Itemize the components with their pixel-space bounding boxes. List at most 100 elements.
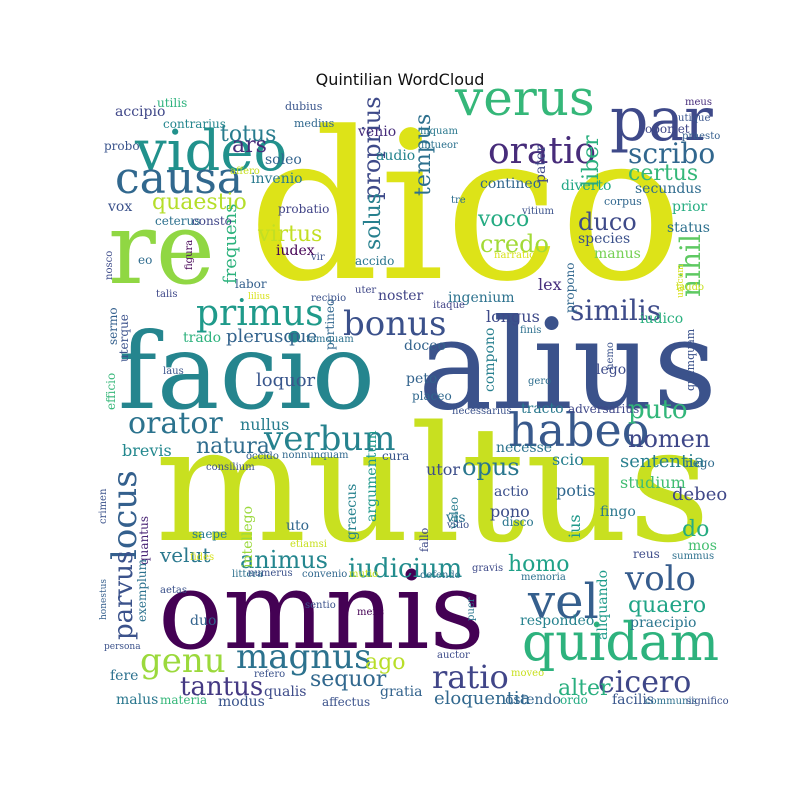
word-efficio: efficio	[104, 373, 118, 410]
word-probo: probo	[104, 139, 140, 153]
word-nonnunquam: nonnunquam	[282, 450, 349, 461]
word-ingenium: ingenium	[448, 290, 515, 306]
word-finis: finis	[520, 325, 541, 336]
word-longus: longus	[486, 307, 540, 326]
word-loquor: loquor	[256, 370, 316, 391]
word-nihil: nihil	[674, 234, 707, 297]
word-fere: fere	[110, 668, 138, 684]
word-gratia: gratia	[380, 684, 422, 700]
word-praecipio: praecipio	[630, 615, 696, 631]
word-disco: disco	[502, 515, 534, 529]
word-nego: nego	[685, 456, 715, 470]
word-nomen: nomen	[628, 425, 710, 453]
word-placeo: placeo	[412, 389, 452, 403]
word-oportet: oportet	[645, 122, 690, 136]
word-secundus: secundus	[635, 181, 702, 197]
word-probatio: probatio	[278, 202, 329, 216]
word-homo: homo	[508, 552, 570, 577]
word-gero: gero	[528, 376, 551, 387]
word-brevis: brevis	[122, 441, 172, 460]
word-facio: facio	[118, 311, 375, 433]
word-nemo: nemo	[605, 342, 616, 370]
word-trado: trado	[183, 330, 221, 346]
word-fallo: fallo	[418, 527, 431, 552]
word-materia: materia	[160, 693, 207, 707]
word-vir: vir	[310, 252, 325, 263]
word-credo: credo	[480, 230, 549, 258]
word-frequens: frequens	[220, 203, 241, 284]
word-audio: audio	[376, 148, 415, 164]
word-habeo: habeo	[508, 403, 649, 457]
word-lex: lex	[538, 275, 562, 294]
word-gravis: gravis	[472, 563, 503, 574]
word-convenio: convenio	[302, 569, 347, 580]
word-parvus: parvus	[109, 551, 139, 640]
word-defendo: defendo	[420, 570, 461, 581]
word-talis: talis	[156, 289, 178, 300]
word-reus: reus	[633, 547, 660, 561]
word-pertineo: pertineo	[323, 299, 337, 350]
word-scribo: scribo	[628, 137, 715, 170]
word-puer: puer	[466, 597, 477, 621]
word-re: re	[108, 190, 215, 307]
word-vitium: vitium	[521, 206, 555, 217]
word-consilium: consilium	[206, 462, 255, 473]
word-tre: tre	[451, 195, 466, 206]
word-recipio: recipio	[311, 293, 346, 304]
word-accipio: accipio	[115, 104, 165, 120]
word-par: par	[610, 85, 713, 155]
word-aetas: aetas	[160, 585, 187, 596]
word-ago: ago	[365, 650, 405, 675]
word-memoria: memoria	[521, 572, 566, 583]
word-aliquando: aliquando	[595, 570, 611, 640]
word-mutio: mutio	[349, 569, 378, 580]
word-exemplum: exemplum	[135, 558, 149, 622]
word-verus: verus	[454, 69, 595, 127]
word-ars: ars	[232, 133, 267, 158]
word-figura: figura	[184, 240, 195, 270]
word-manus: manus	[594, 246, 641, 262]
word-proprius: proprius	[358, 96, 386, 200]
word-noster: noster	[378, 288, 424, 304]
word-studium: studium	[620, 473, 686, 492]
word-argumentum: argumentum	[364, 430, 380, 522]
word-unicum: unicum	[676, 264, 686, 298]
word-soleo: soleo	[265, 152, 302, 168]
word-prior: prior	[672, 199, 708, 215]
word-tracto: tracto	[521, 401, 564, 417]
word-consto: consto	[192, 214, 232, 228]
word-voco: voco	[477, 207, 529, 232]
word-numerus: numerus	[248, 568, 293, 579]
word-do: do	[682, 517, 709, 542]
word-contineo: contineo	[480, 176, 541, 192]
word-corpus: corpus	[604, 195, 642, 208]
word-laudo: laudo	[676, 282, 704, 293]
word-totus: totus	[220, 122, 276, 147]
word-meus: meus	[685, 97, 712, 108]
word-doceo: doceo	[404, 338, 446, 354]
word-vitio: vitio	[446, 520, 469, 531]
word-genu: genu	[140, 641, 226, 681]
word-vis: vis	[445, 510, 466, 526]
word-necessarius: necessarius	[452, 406, 512, 417]
word-nosco: nosco	[104, 251, 115, 280]
word-plerusque: plerusque	[226, 326, 317, 347]
word-labor: labor	[235, 277, 267, 291]
word-virtus: virtus	[257, 222, 322, 247]
word-alter: alter	[558, 676, 611, 701]
word-bonus: bonus	[343, 304, 446, 344]
word-valeo: valeo	[447, 497, 461, 530]
word-pono: pono	[490, 502, 530, 521]
word-liber: liber	[579, 135, 604, 187]
word-tamquam: tamquam	[306, 334, 354, 345]
word-intueor: intueor	[421, 140, 458, 151]
word-narratio: narratio	[494, 250, 535, 261]
word-persona: persona	[104, 642, 141, 652]
word-itaque: itaque	[433, 300, 465, 311]
word-communis: communis	[645, 696, 697, 707]
word-alius: alius	[418, 293, 717, 438]
word-etiamsi: etiamsi	[290, 539, 327, 550]
word-similis: similis	[570, 294, 661, 327]
word-magnus: magnus	[236, 637, 372, 677]
word-verbum: verbum	[263, 419, 395, 459]
